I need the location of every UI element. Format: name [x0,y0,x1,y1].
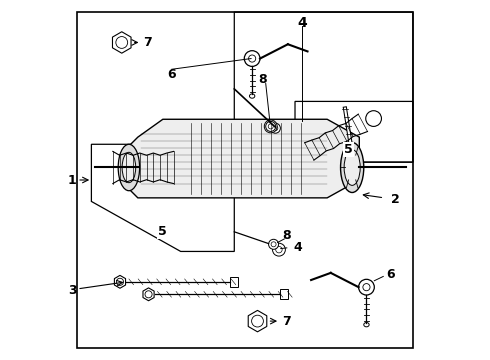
Ellipse shape [341,143,364,193]
Text: 5: 5 [158,225,167,238]
Bar [230,277,238,287]
Text: 7: 7 [282,315,291,328]
Bar [280,289,288,299]
Text: 3: 3 [68,284,76,297]
Text: 7: 7 [143,36,152,49]
Text: 4: 4 [293,241,302,255]
Polygon shape [113,32,131,53]
Text: 6: 6 [386,268,395,281]
Circle shape [266,121,276,131]
Polygon shape [143,288,154,301]
Ellipse shape [122,152,136,183]
Ellipse shape [118,144,140,191]
Ellipse shape [364,323,369,327]
Circle shape [264,120,277,133]
Text: 2: 2 [392,193,400,206]
Circle shape [270,123,280,133]
Text: 4: 4 [297,16,307,30]
Circle shape [116,37,128,48]
Circle shape [245,51,260,66]
Circle shape [276,247,282,253]
Circle shape [268,123,274,130]
Ellipse shape [249,94,255,98]
Circle shape [117,278,123,285]
Circle shape [366,111,381,126]
Circle shape [248,55,256,62]
Polygon shape [248,310,267,332]
Text: 8: 8 [282,229,291,242]
Circle shape [271,242,276,247]
Text: 1: 1 [68,174,76,186]
Circle shape [268,124,273,129]
Circle shape [272,243,285,256]
Circle shape [145,291,152,298]
Text: 5: 5 [344,143,353,156]
Polygon shape [120,119,359,198]
Polygon shape [114,275,125,288]
Ellipse shape [344,150,360,185]
Circle shape [251,315,264,327]
Text: 8: 8 [258,73,267,86]
Circle shape [273,126,278,131]
Circle shape [269,239,279,249]
Text: 6: 6 [168,68,176,81]
Circle shape [363,284,370,291]
Circle shape [359,279,374,295]
